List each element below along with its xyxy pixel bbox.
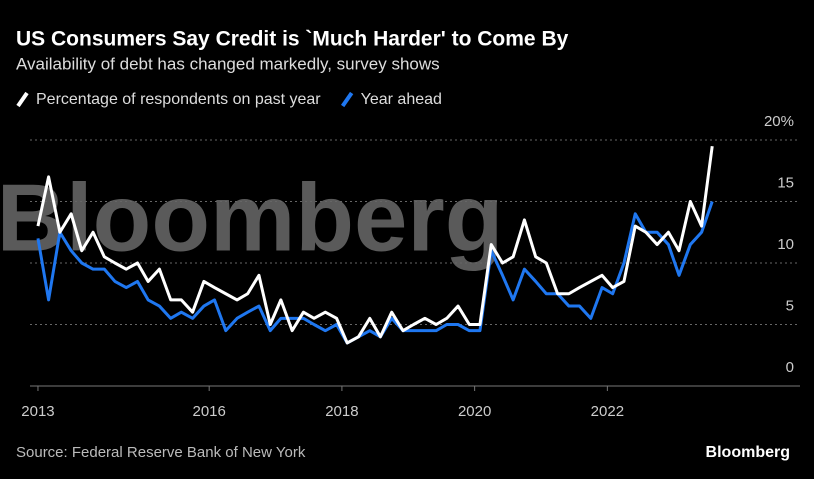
chart-subtitle: Availability of debt has changed markedl…	[16, 54, 440, 73]
x-tick-label: 2016	[192, 403, 225, 420]
watermark: Bloomberg	[0, 164, 503, 271]
x-tick-label: 2020	[458, 403, 491, 420]
y-tick-label: 5	[786, 297, 794, 314]
chart-title: US Consumers Say Credit is `Much Harder'…	[16, 28, 569, 51]
logo: Bloomberg	[706, 444, 790, 461]
series-line	[36, 145, 714, 345]
x-tick-label: 2018	[325, 403, 358, 420]
y-tick-label: 20%	[764, 113, 794, 130]
x-tick-label: 2013	[21, 403, 54, 420]
source: Source: Federal Reserve Bank of New York	[16, 444, 306, 461]
x-tick-label: 2022	[591, 403, 624, 420]
legend-label: Percentage of respondents on past year	[36, 91, 321, 108]
series-line	[36, 201, 714, 345]
y-tick-label: 0	[786, 359, 794, 376]
y-tick-label: 10	[777, 236, 794, 253]
y-tick-label: 15	[777, 174, 794, 191]
legend-swatch	[16, 91, 29, 108]
legend-label: Year ahead	[361, 91, 442, 108]
legend-swatch	[340, 91, 354, 108]
